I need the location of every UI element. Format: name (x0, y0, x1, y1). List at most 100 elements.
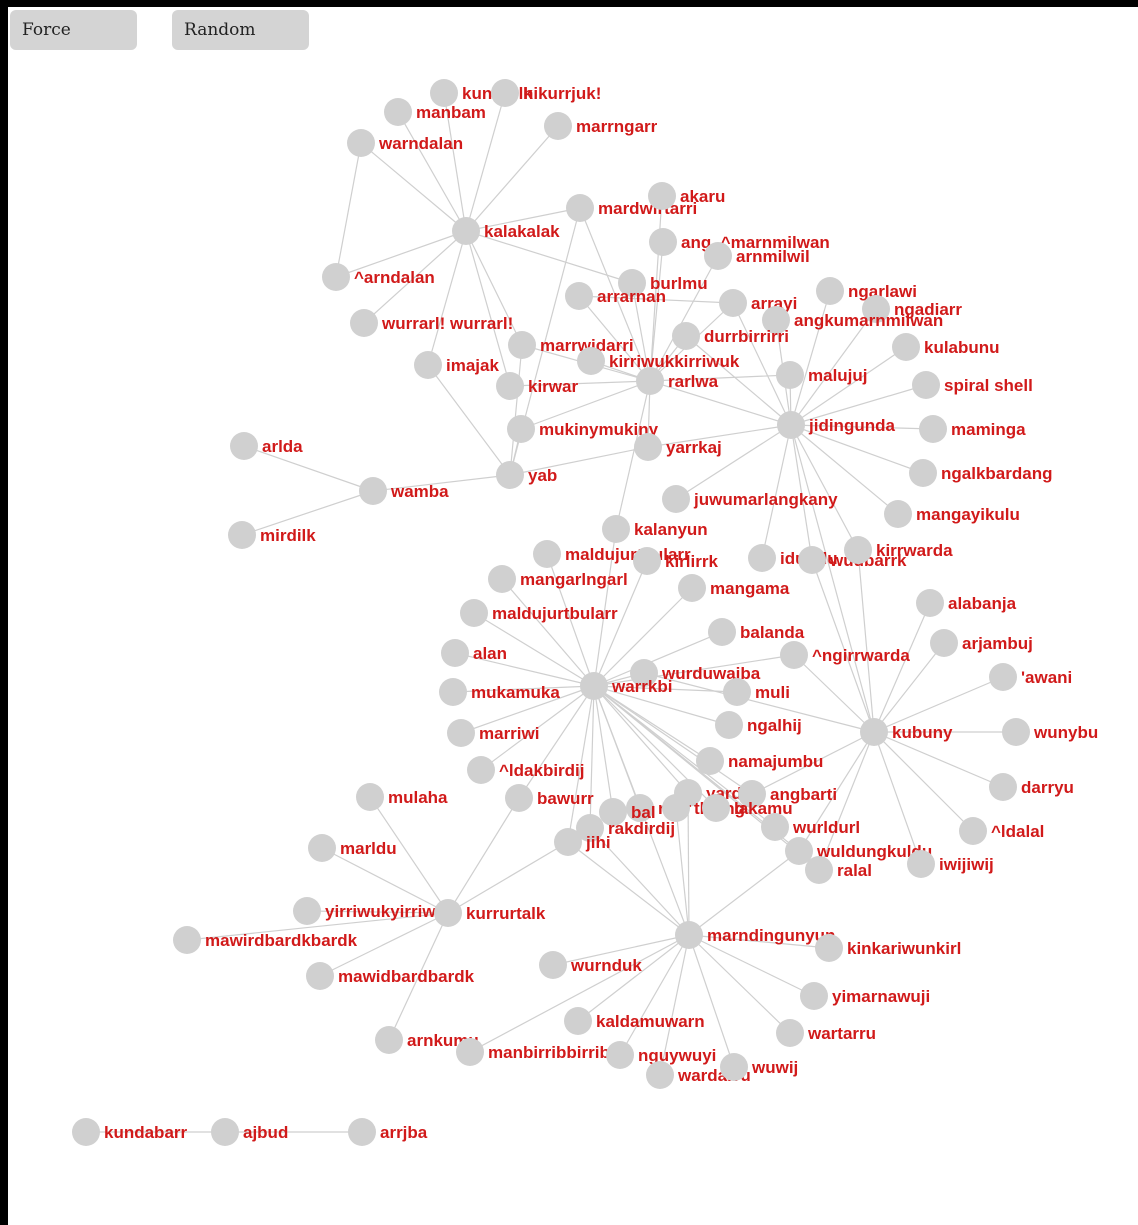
node-circle[interactable] (672, 322, 700, 350)
node-circle[interactable] (539, 951, 567, 979)
graph-node-jidingunda[interactable]: jidingunda (777, 411, 895, 439)
graph-node-mangama[interactable]: mangama (678, 574, 790, 602)
graph-node-ajbud[interactable]: ajbud (211, 1118, 288, 1146)
node-circle[interactable] (460, 599, 488, 627)
graph-node-arrarnan[interactable]: arrarnan (565, 282, 666, 310)
graph-node-burlmu[interactable]: burlmu (618, 269, 708, 297)
node-circle[interactable] (348, 1118, 376, 1146)
graph-node-rarlwa[interactable]: rarlwa (636, 367, 719, 395)
node-circle[interactable] (708, 618, 736, 646)
node-circle[interactable] (633, 547, 661, 575)
graph-node-malujuj[interactable]: malujuj (776, 361, 868, 389)
node-circle[interactable] (719, 289, 747, 317)
node-circle[interactable] (602, 515, 630, 543)
node-circle[interactable] (636, 367, 664, 395)
graph-node-mawidbardbardk[interactable]: mawidbardbardk (306, 962, 475, 990)
node-circle[interactable] (798, 546, 826, 574)
node-circle[interactable] (565, 282, 593, 310)
node-circle[interactable] (862, 295, 890, 323)
node-circle[interactable] (347, 129, 375, 157)
node-circle[interactable] (892, 333, 920, 361)
node-circle[interactable] (577, 347, 605, 375)
node-circle[interactable] (576, 814, 604, 842)
graph-node-angkumarnmilwan[interactable]: angkumarnmilwan (762, 306, 943, 334)
graph-node-mangarlngarl[interactable]: mangarlngarl (488, 565, 628, 593)
graph-node-jihi[interactable]: jihi (554, 828, 611, 856)
graph-node-ngadiarr[interactable]: ngadiarr (862, 295, 962, 323)
node-circle[interactable] (860, 718, 888, 746)
graph-node-imajak[interactable]: imajak (414, 351, 499, 379)
node-circle[interactable] (308, 834, 336, 862)
graph-node-wurrarl[interactable]: wurrarl! wurrarl! (350, 309, 513, 337)
node-circle[interactable] (989, 663, 1017, 691)
node-circle[interactable] (606, 1041, 634, 1069)
graph-node-manbirribbirrib[interactable]: manbirribbirrib (456, 1038, 610, 1066)
node-circle[interactable] (618, 269, 646, 297)
graph-node-wuldungkuldu[interactable]: wuldungkuldu (785, 837, 932, 865)
graph-node-arlda[interactable]: arlda (230, 432, 303, 460)
graph-node-muli[interactable]: muli (723, 678, 790, 706)
node-circle[interactable] (488, 565, 516, 593)
graph-node-bal[interactable]: bal (599, 798, 656, 826)
graph-node-mulaha[interactable]: mulaha (356, 783, 448, 811)
node-circle[interactable] (228, 521, 256, 549)
graph-node-ldakbirdij[interactable]: ^ldakbirdij (467, 756, 585, 784)
node-circle[interactable] (776, 361, 804, 389)
node-circle[interactable] (678, 574, 706, 602)
node-circle[interactable] (566, 194, 594, 222)
graph-node-balanda[interactable]: balanda (708, 618, 805, 646)
node-circle[interactable] (704, 242, 732, 270)
node-circle[interactable] (375, 1026, 403, 1054)
node-circle[interactable] (626, 794, 654, 822)
node-circle[interactable] (844, 536, 872, 564)
node-circle[interactable] (646, 1061, 674, 1089)
node-circle[interactable] (777, 411, 805, 439)
graph-node-ngalkbardang[interactable]: ngalkbardang (909, 459, 1052, 487)
graph-node-marndingunyun[interactable]: marndingunyun (675, 921, 835, 949)
node-circle[interactable] (554, 828, 582, 856)
node-circle[interactable] (800, 982, 828, 1010)
graph-node-wurldurl[interactable]: wurldurl (761, 813, 860, 841)
graph-node-wuwij[interactable]: wuwij (720, 1053, 798, 1081)
graph-node-mawirdbardk[interactable]: mawirdbardkbardk (173, 926, 358, 954)
graph-node-kirrwarda[interactable]: kirrwarda (844, 536, 953, 564)
graph-node-kirwar[interactable]: kirwar (496, 372, 578, 400)
graph-node-awani[interactable]: 'awani (989, 663, 1072, 691)
node-circle[interactable] (662, 485, 690, 513)
graph-node-mangayikulu[interactable]: mangayikulu (884, 500, 1020, 528)
graph-node-arndalan[interactable]: ^arndalan (322, 263, 435, 291)
node-circle[interactable] (785, 837, 813, 865)
graph-node-marldu[interactable]: marldu (308, 834, 397, 862)
graph-node-angbarti[interactable]: angbarti (738, 780, 837, 808)
node-circle[interactable] (884, 500, 912, 528)
graph-node-kalanyun[interactable]: kalanyun (602, 515, 708, 543)
node-circle[interactable] (738, 780, 766, 808)
graph-node-ralal[interactable]: ralal (805, 856, 872, 884)
graph-node-kaldamuwarn[interactable]: kaldamuwarn (564, 1007, 705, 1035)
graph-node-yab[interactable]: yab (496, 461, 557, 489)
graph-node-yimarnawuji[interactable]: yimarnawuji (800, 982, 930, 1010)
graph-node-maldujurtbularr2[interactable]: maldujurtbularr (460, 599, 618, 627)
graph-node-juwumarlangkany[interactable]: juwumarlangkany (662, 485, 838, 513)
node-circle[interactable] (441, 639, 469, 667)
node-circle[interactable] (912, 371, 940, 399)
graph-node-arnmilwil[interactable]: arnmilwil (704, 242, 810, 270)
graph-node-namajumbu[interactable]: namajumbu (696, 747, 823, 775)
node-circle[interactable] (496, 372, 524, 400)
graph-node-kundabarr[interactable]: kundabarr (72, 1118, 188, 1146)
graph-node-mukamuka[interactable]: mukamuka (439, 678, 560, 706)
node-circle[interactable] (909, 459, 937, 487)
node-circle[interactable] (72, 1118, 100, 1146)
graph-node-alabanja[interactable]: alabanja (916, 589, 1017, 617)
node-circle[interactable] (359, 477, 387, 505)
node-circle[interactable] (447, 719, 475, 747)
node-circle[interactable] (456, 1038, 484, 1066)
graph-node-warndalan[interactable]: warndalan (347, 129, 463, 157)
node-circle[interactable] (959, 817, 987, 845)
graph-node-nguywuyi[interactable]: nguywuyi (606, 1041, 716, 1069)
graph-node-yarrkaj[interactable]: yarrkaj (634, 433, 722, 461)
graph-node-arrayi[interactable]: arrayi (719, 289, 797, 317)
node-circle[interactable] (816, 277, 844, 305)
node-circle[interactable] (496, 461, 524, 489)
